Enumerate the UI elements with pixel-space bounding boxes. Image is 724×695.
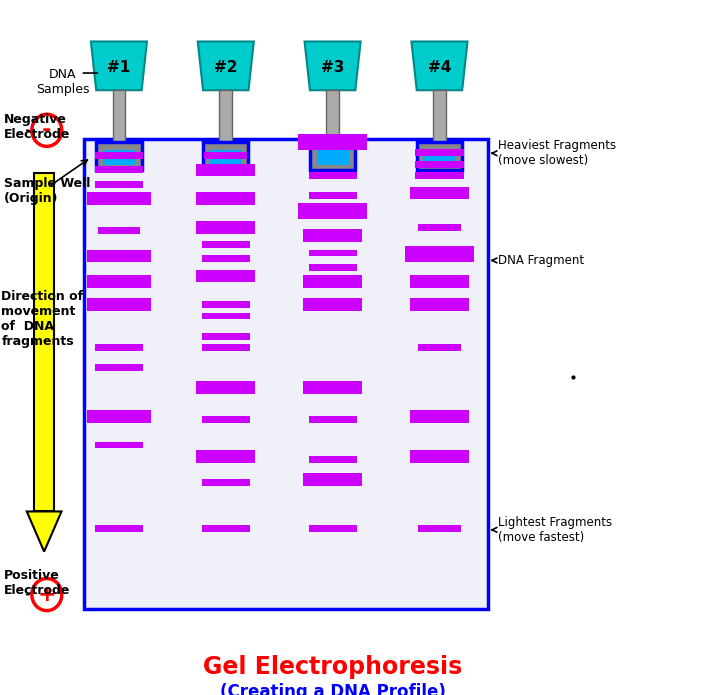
- FancyBboxPatch shape: [327, 90, 339, 150]
- FancyBboxPatch shape: [87, 298, 151, 311]
- FancyBboxPatch shape: [303, 473, 362, 486]
- FancyBboxPatch shape: [95, 181, 143, 188]
- FancyBboxPatch shape: [34, 173, 54, 512]
- FancyBboxPatch shape: [95, 344, 143, 351]
- FancyBboxPatch shape: [95, 152, 143, 159]
- FancyBboxPatch shape: [418, 525, 461, 532]
- Text: #2: #2: [214, 60, 237, 75]
- FancyBboxPatch shape: [303, 229, 362, 242]
- FancyBboxPatch shape: [298, 134, 367, 150]
- FancyBboxPatch shape: [196, 193, 255, 205]
- FancyBboxPatch shape: [98, 227, 140, 234]
- FancyBboxPatch shape: [416, 172, 463, 179]
- FancyBboxPatch shape: [410, 450, 469, 463]
- FancyBboxPatch shape: [308, 416, 357, 423]
- Text: DNA
Samples: DNA Samples: [36, 67, 90, 96]
- FancyBboxPatch shape: [202, 479, 250, 486]
- FancyBboxPatch shape: [96, 142, 142, 170]
- FancyBboxPatch shape: [308, 456, 357, 463]
- FancyBboxPatch shape: [424, 150, 455, 165]
- FancyBboxPatch shape: [219, 90, 232, 150]
- FancyBboxPatch shape: [87, 275, 151, 288]
- FancyBboxPatch shape: [416, 149, 463, 156]
- FancyBboxPatch shape: [417, 142, 462, 170]
- FancyBboxPatch shape: [204, 152, 247, 159]
- FancyBboxPatch shape: [405, 246, 474, 262]
- FancyBboxPatch shape: [95, 364, 143, 371]
- FancyBboxPatch shape: [316, 150, 349, 165]
- Polygon shape: [91, 42, 147, 90]
- FancyBboxPatch shape: [418, 224, 461, 231]
- FancyBboxPatch shape: [196, 163, 255, 177]
- FancyBboxPatch shape: [433, 90, 446, 150]
- FancyBboxPatch shape: [410, 275, 469, 288]
- FancyBboxPatch shape: [203, 142, 248, 170]
- FancyBboxPatch shape: [202, 241, 250, 248]
- FancyBboxPatch shape: [202, 333, 250, 340]
- FancyBboxPatch shape: [202, 255, 250, 262]
- FancyBboxPatch shape: [308, 264, 357, 271]
- FancyBboxPatch shape: [202, 344, 250, 351]
- FancyBboxPatch shape: [308, 193, 357, 199]
- FancyBboxPatch shape: [202, 416, 250, 423]
- FancyBboxPatch shape: [210, 150, 242, 165]
- FancyBboxPatch shape: [308, 525, 357, 532]
- Text: #1: #1: [107, 60, 130, 75]
- Text: Heaviest Fragments
(move slowest): Heaviest Fragments (move slowest): [492, 139, 616, 167]
- Polygon shape: [198, 42, 254, 90]
- Text: Lightest Fragments
(move fastest): Lightest Fragments (move fastest): [492, 516, 613, 543]
- Text: #4: #4: [428, 60, 451, 75]
- FancyBboxPatch shape: [308, 172, 357, 179]
- FancyBboxPatch shape: [418, 344, 461, 351]
- FancyBboxPatch shape: [308, 250, 357, 256]
- Text: Direction of
movement
of  DNA
fragments: Direction of movement of DNA fragments: [1, 291, 83, 348]
- FancyBboxPatch shape: [202, 301, 250, 308]
- FancyBboxPatch shape: [103, 150, 135, 165]
- FancyBboxPatch shape: [410, 186, 469, 199]
- FancyBboxPatch shape: [196, 450, 255, 463]
- FancyBboxPatch shape: [95, 441, 143, 448]
- Text: DNA Fragment: DNA Fragment: [492, 254, 584, 267]
- FancyBboxPatch shape: [310, 142, 355, 170]
- FancyBboxPatch shape: [298, 203, 367, 219]
- FancyBboxPatch shape: [303, 382, 362, 394]
- Text: Negative
Electrode: Negative Electrode: [4, 113, 70, 142]
- Polygon shape: [411, 42, 468, 90]
- Text: Sample Well
(Origin): Sample Well (Origin): [4, 177, 90, 204]
- FancyBboxPatch shape: [87, 410, 151, 423]
- FancyBboxPatch shape: [84, 139, 487, 609]
- Text: Positive
Electrode: Positive Electrode: [4, 569, 70, 597]
- Text: #3: #3: [321, 60, 345, 75]
- FancyBboxPatch shape: [87, 250, 151, 262]
- FancyBboxPatch shape: [416, 161, 463, 167]
- Text: (Creating a DNA Profile): (Creating a DNA Profile): [219, 683, 445, 695]
- FancyBboxPatch shape: [303, 275, 362, 288]
- Text: -: -: [42, 120, 51, 140]
- FancyBboxPatch shape: [196, 270, 255, 282]
- FancyBboxPatch shape: [196, 382, 255, 394]
- FancyBboxPatch shape: [95, 525, 143, 532]
- FancyBboxPatch shape: [202, 313, 250, 320]
- Text: +: +: [38, 584, 56, 605]
- FancyBboxPatch shape: [95, 166, 143, 173]
- FancyBboxPatch shape: [202, 525, 250, 532]
- Polygon shape: [305, 42, 361, 90]
- FancyBboxPatch shape: [410, 298, 469, 311]
- FancyBboxPatch shape: [196, 221, 255, 234]
- Polygon shape: [27, 512, 62, 552]
- FancyBboxPatch shape: [410, 410, 469, 423]
- FancyBboxPatch shape: [87, 193, 151, 205]
- Text: Gel Electrophoresis: Gel Electrophoresis: [203, 655, 462, 679]
- FancyBboxPatch shape: [112, 90, 125, 150]
- FancyBboxPatch shape: [303, 298, 362, 311]
